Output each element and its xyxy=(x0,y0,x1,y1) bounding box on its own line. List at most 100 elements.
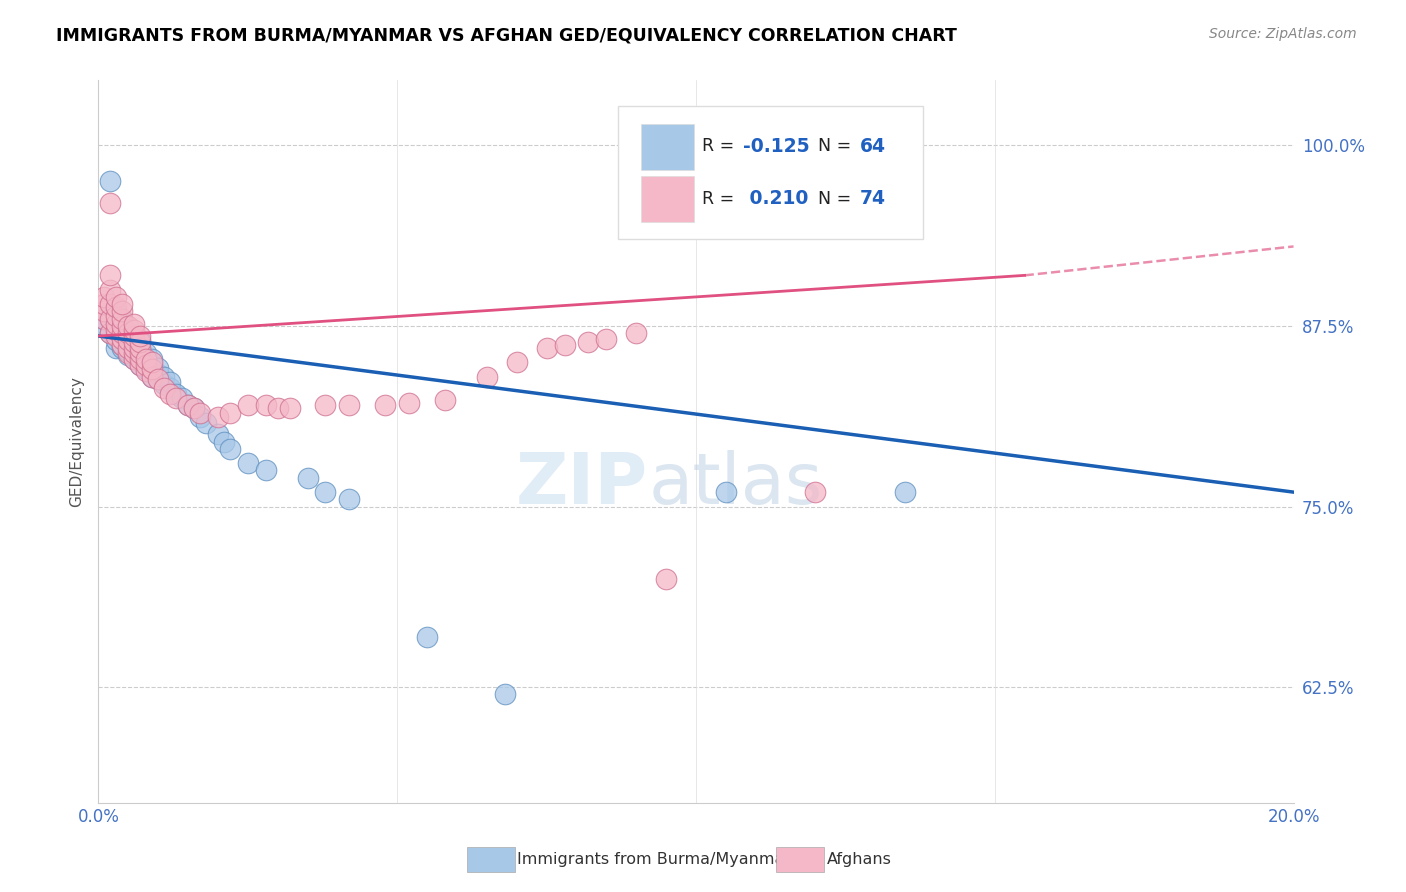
Point xyxy=(165,387,187,401)
Point xyxy=(111,341,134,355)
Point xyxy=(111,326,134,340)
Point xyxy=(117,318,139,333)
Point xyxy=(165,391,187,405)
Point xyxy=(595,332,617,346)
Point xyxy=(124,346,146,360)
Point xyxy=(105,323,128,337)
Point xyxy=(105,329,128,343)
Point xyxy=(129,358,152,372)
Text: R =: R = xyxy=(702,137,740,155)
Point xyxy=(105,341,128,355)
Point xyxy=(212,434,235,449)
Text: N =: N = xyxy=(807,190,856,208)
Text: Immigrants from Burma/Myanmar: Immigrants from Burma/Myanmar xyxy=(517,853,792,867)
Text: -0.125: -0.125 xyxy=(742,136,810,156)
Point xyxy=(111,326,134,340)
Point xyxy=(177,399,200,413)
Point xyxy=(475,369,498,384)
Point xyxy=(135,358,157,372)
Point xyxy=(135,352,157,367)
Point xyxy=(111,318,134,333)
Point xyxy=(159,381,181,395)
Point xyxy=(655,572,678,586)
Point xyxy=(236,399,259,413)
Point xyxy=(267,401,290,416)
Point xyxy=(93,311,115,326)
Point xyxy=(111,337,134,351)
Point xyxy=(129,352,152,367)
Point xyxy=(105,326,128,340)
Point xyxy=(148,372,170,386)
Point xyxy=(124,323,146,337)
Point xyxy=(188,406,211,420)
Point xyxy=(117,332,139,346)
Point xyxy=(98,326,122,340)
Point xyxy=(148,360,170,375)
Point xyxy=(111,337,134,351)
Point xyxy=(894,485,917,500)
Point xyxy=(111,297,134,311)
Point xyxy=(153,376,176,391)
Point xyxy=(153,369,176,384)
Text: 74: 74 xyxy=(859,189,886,208)
Point xyxy=(111,311,134,326)
Point xyxy=(111,332,134,346)
Point xyxy=(117,326,139,340)
Point xyxy=(129,341,152,355)
Point xyxy=(129,334,152,348)
Point xyxy=(105,290,128,304)
Point xyxy=(177,399,200,413)
Point xyxy=(374,399,396,413)
Point xyxy=(111,332,134,346)
Point xyxy=(153,381,176,395)
Point xyxy=(578,334,600,349)
Point xyxy=(219,406,242,420)
Point xyxy=(141,355,163,369)
Text: Source: ZipAtlas.com: Source: ZipAtlas.com xyxy=(1209,27,1357,41)
Point xyxy=(315,399,337,413)
Point xyxy=(183,401,205,416)
Point xyxy=(111,318,134,333)
Point xyxy=(98,311,122,326)
Point xyxy=(804,485,827,500)
Point xyxy=(339,492,361,507)
Point xyxy=(111,304,134,318)
FancyBboxPatch shape xyxy=(641,177,693,222)
Text: N =: N = xyxy=(807,137,856,155)
Point xyxy=(117,341,139,355)
Point xyxy=(135,358,157,372)
FancyBboxPatch shape xyxy=(619,105,922,239)
Point xyxy=(124,318,146,332)
Point xyxy=(105,309,128,323)
Point xyxy=(183,401,205,416)
Point xyxy=(105,304,128,318)
Point xyxy=(416,630,439,644)
Point xyxy=(494,688,516,702)
Point xyxy=(124,329,146,343)
Point xyxy=(219,442,242,456)
Point xyxy=(159,376,181,390)
FancyBboxPatch shape xyxy=(641,124,693,170)
Point xyxy=(117,337,139,351)
Point xyxy=(398,395,420,409)
Point xyxy=(141,369,163,384)
Text: 64: 64 xyxy=(859,136,886,156)
Point xyxy=(129,334,152,349)
Point xyxy=(98,326,122,340)
Point xyxy=(124,334,146,348)
Point xyxy=(207,409,229,424)
Point xyxy=(93,304,115,318)
Point xyxy=(98,196,122,211)
Point xyxy=(98,283,122,297)
Point xyxy=(172,391,194,405)
Point xyxy=(315,485,337,500)
Point xyxy=(98,297,122,311)
Point xyxy=(339,399,361,413)
Point xyxy=(129,358,152,372)
Point xyxy=(254,399,277,413)
Point xyxy=(148,372,170,386)
Point xyxy=(117,343,139,358)
Point xyxy=(98,174,122,188)
Point xyxy=(124,341,146,355)
Point xyxy=(129,329,152,343)
